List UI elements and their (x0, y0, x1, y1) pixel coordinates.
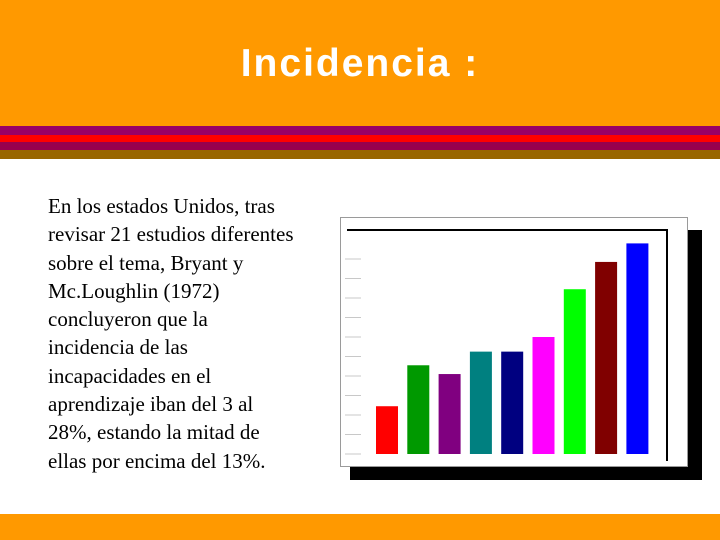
divider-stripe-red (0, 135, 720, 142)
chart-bar (595, 261, 618, 454)
body-line: revisar 21 estudios diferentes (48, 222, 294, 247)
body-line: En los estados Unidos, tras (48, 194, 275, 218)
body-line: Mc.Loughlin (1972) (48, 278, 220, 303)
body-line: sobre el tema, Bryant y (48, 250, 244, 275)
chart-bar (626, 243, 649, 454)
chart-bar (469, 351, 492, 454)
body-line: incapacidades en el (48, 363, 212, 388)
chart-bar (563, 289, 586, 454)
chart-bar (438, 374, 461, 454)
body-line: 28%, estando la mitad de (48, 420, 260, 445)
divider-stripe-brown (0, 150, 720, 159)
chart-frame (340, 217, 688, 467)
slide-header (0, 0, 720, 126)
plot-border (347, 229, 668, 461)
body-line: concluyeron que la (48, 307, 208, 332)
divider-stripe-purple (0, 126, 720, 135)
slide-title: Incidencia : (240, 42, 480, 85)
slide-footer (0, 514, 720, 540)
body-line: aprendizaje iban del 3 al (48, 392, 254, 417)
body-line: ellas por encima del 13%. (48, 448, 266, 473)
body-line: incidencia de las (48, 335, 188, 360)
chart-bar (376, 406, 398, 454)
chart-bar (501, 351, 524, 454)
chart-bar (407, 365, 430, 454)
bar-chart (345, 229, 668, 461)
body-paragraph: En los estados Unidos, tras revisar 21 e… (48, 192, 348, 475)
chart-bar (532, 337, 555, 454)
divider-stripe-magenta (0, 142, 720, 150)
